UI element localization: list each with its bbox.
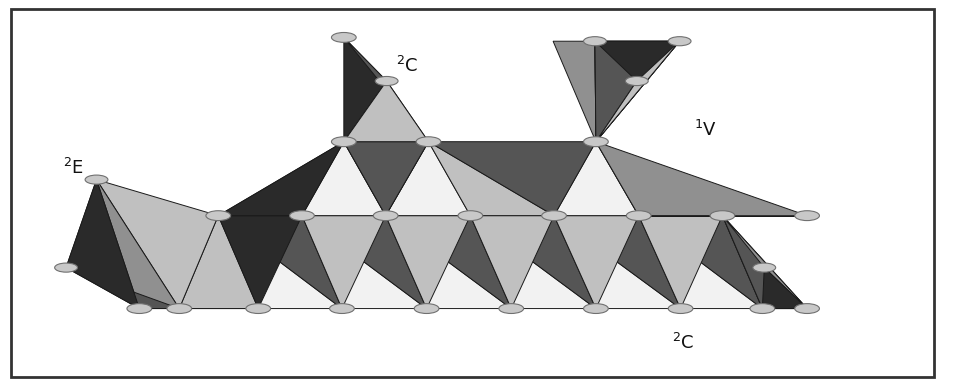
Polygon shape: [596, 142, 806, 216]
Text: $^2$C: $^2$C: [395, 56, 418, 76]
Polygon shape: [343, 37, 428, 142]
Text: $^1$V: $^1$V: [693, 120, 716, 140]
Polygon shape: [218, 216, 341, 309]
Circle shape: [794, 304, 819, 314]
Polygon shape: [553, 41, 596, 142]
Polygon shape: [639, 216, 761, 309]
Polygon shape: [721, 216, 806, 309]
Circle shape: [54, 263, 77, 272]
Circle shape: [167, 304, 192, 314]
Polygon shape: [343, 37, 386, 142]
Circle shape: [375, 76, 397, 86]
Polygon shape: [470, 216, 554, 309]
Circle shape: [709, 211, 734, 220]
Circle shape: [414, 304, 438, 314]
Polygon shape: [428, 142, 596, 216]
Polygon shape: [721, 216, 806, 309]
Polygon shape: [66, 268, 179, 309]
Polygon shape: [721, 216, 806, 309]
Polygon shape: [595, 41, 679, 142]
Polygon shape: [96, 180, 179, 309]
Circle shape: [625, 76, 647, 86]
Circle shape: [667, 37, 690, 46]
Polygon shape: [470, 216, 596, 309]
Polygon shape: [595, 41, 679, 142]
Polygon shape: [218, 216, 302, 309]
Polygon shape: [595, 41, 679, 81]
Polygon shape: [343, 37, 428, 142]
Polygon shape: [385, 216, 511, 309]
Polygon shape: [596, 41, 679, 142]
Polygon shape: [343, 142, 428, 216]
Circle shape: [667, 304, 692, 314]
Polygon shape: [385, 216, 511, 309]
Polygon shape: [218, 142, 343, 216]
Polygon shape: [639, 216, 761, 309]
Polygon shape: [721, 216, 763, 309]
Circle shape: [416, 137, 440, 147]
Polygon shape: [596, 142, 721, 216]
Polygon shape: [554, 142, 639, 216]
Polygon shape: [470, 216, 596, 309]
Circle shape: [127, 304, 152, 314]
Polygon shape: [596, 41, 679, 142]
Circle shape: [498, 304, 523, 314]
Polygon shape: [302, 216, 426, 309]
Circle shape: [331, 32, 355, 42]
Polygon shape: [554, 216, 679, 309]
Polygon shape: [179, 216, 258, 309]
Polygon shape: [179, 216, 258, 309]
Polygon shape: [639, 216, 721, 309]
Circle shape: [752, 263, 775, 272]
Circle shape: [85, 175, 108, 184]
Text: $^2$E: $^2$E: [63, 158, 84, 178]
Polygon shape: [385, 142, 470, 216]
Circle shape: [794, 211, 819, 220]
Polygon shape: [554, 216, 679, 309]
Circle shape: [626, 211, 650, 220]
Polygon shape: [302, 142, 385, 216]
Circle shape: [373, 211, 397, 220]
Circle shape: [749, 304, 774, 314]
Polygon shape: [218, 216, 341, 309]
Circle shape: [583, 137, 608, 147]
Polygon shape: [761, 268, 806, 309]
Polygon shape: [343, 142, 428, 216]
Circle shape: [331, 137, 355, 147]
Text: $^2$C: $^2$C: [671, 333, 694, 353]
Polygon shape: [343, 81, 428, 142]
Circle shape: [246, 304, 271, 314]
Polygon shape: [96, 180, 218, 309]
Circle shape: [457, 211, 482, 220]
Polygon shape: [218, 142, 343, 216]
Polygon shape: [66, 180, 139, 309]
Circle shape: [583, 37, 606, 46]
Polygon shape: [302, 216, 426, 309]
Polygon shape: [66, 180, 179, 309]
Polygon shape: [385, 216, 470, 309]
Polygon shape: [428, 142, 554, 216]
Polygon shape: [302, 216, 385, 309]
Circle shape: [290, 211, 314, 220]
Circle shape: [583, 304, 608, 314]
Circle shape: [329, 304, 354, 314]
Circle shape: [541, 211, 566, 220]
Circle shape: [206, 211, 231, 220]
Polygon shape: [595, 41, 637, 142]
Polygon shape: [554, 216, 639, 309]
